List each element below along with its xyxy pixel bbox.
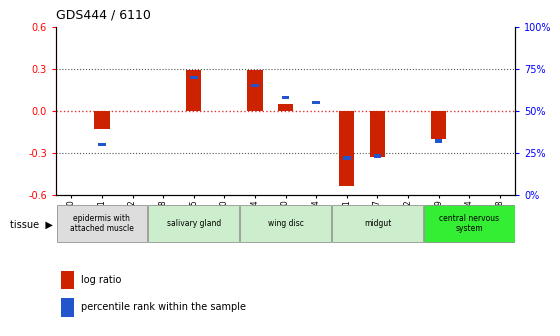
Bar xyxy=(190,76,198,79)
Bar xyxy=(435,139,442,143)
FancyBboxPatch shape xyxy=(148,205,239,242)
Bar xyxy=(60,298,74,317)
Text: salivary gland: salivary gland xyxy=(167,219,221,228)
Bar xyxy=(370,111,385,157)
Text: percentile rank within the sample: percentile rank within the sample xyxy=(81,302,246,312)
Text: epidermis with
attached muscle: epidermis with attached muscle xyxy=(70,214,134,233)
Text: central nervous
system: central nervous system xyxy=(439,214,500,233)
FancyBboxPatch shape xyxy=(424,205,515,242)
Bar xyxy=(282,96,290,99)
Bar xyxy=(248,70,263,111)
Bar xyxy=(431,111,446,139)
FancyBboxPatch shape xyxy=(332,205,423,242)
Text: midgut: midgut xyxy=(364,219,391,228)
Bar xyxy=(94,111,110,129)
FancyBboxPatch shape xyxy=(240,205,331,242)
Bar xyxy=(339,111,354,186)
Bar xyxy=(251,84,259,87)
FancyBboxPatch shape xyxy=(57,205,147,242)
Bar xyxy=(60,271,74,289)
Bar xyxy=(278,104,293,111)
Text: log ratio: log ratio xyxy=(81,275,122,285)
Bar xyxy=(98,143,106,146)
Bar xyxy=(312,101,320,104)
Bar xyxy=(343,156,351,160)
Text: wing disc: wing disc xyxy=(268,219,304,228)
Text: GDS444 / 6110: GDS444 / 6110 xyxy=(56,9,151,22)
Bar xyxy=(186,70,202,111)
Text: tissue  ▶: tissue ▶ xyxy=(10,220,53,230)
Bar xyxy=(374,155,381,158)
